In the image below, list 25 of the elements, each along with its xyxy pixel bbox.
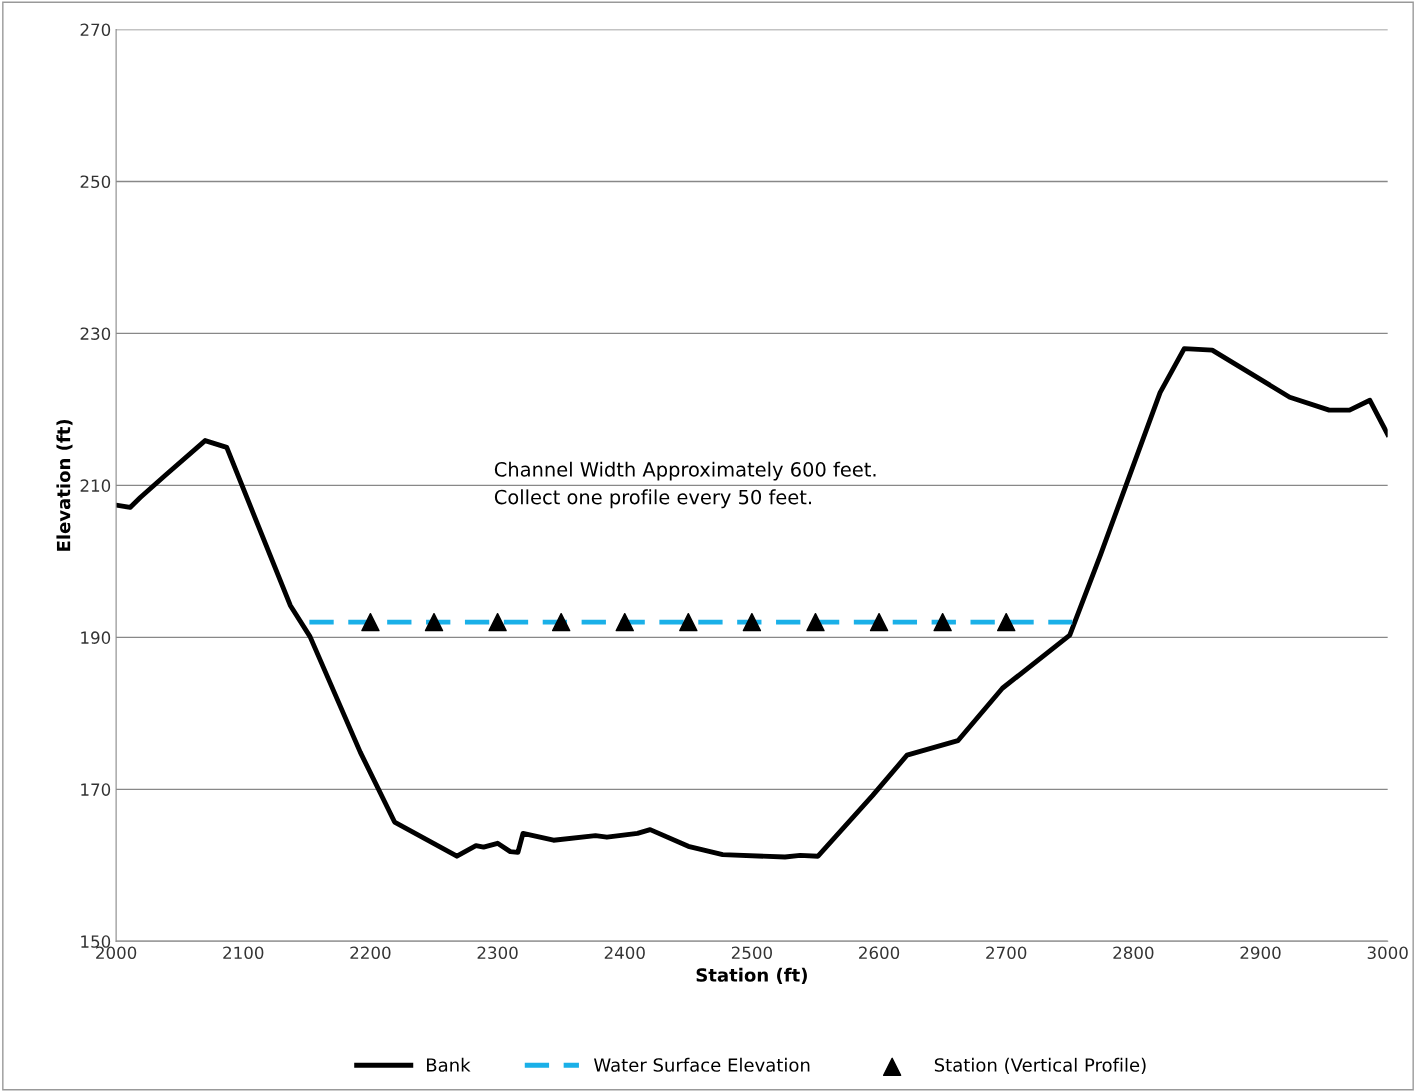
x-tick-label: 2000 bbox=[96, 946, 137, 960]
legend-label: Water Surface Elevation bbox=[593, 1057, 810, 1072]
legend-label: Bank bbox=[427, 1057, 471, 1072]
y-tick-label: 270 bbox=[80, 23, 111, 37]
x-tick-label: 2900 bbox=[1240, 946, 1281, 960]
x-axis-title: Station (ft) bbox=[696, 967, 807, 984]
y-axis-title: Elevation (ft) bbox=[56, 419, 73, 551]
y-tick-label: 250 bbox=[80, 175, 111, 189]
y-tick-label: 150 bbox=[81, 935, 111, 948]
x-tick-label: 2400 bbox=[604, 946, 645, 960]
x-tick-label: 2200 bbox=[350, 946, 391, 960]
y-tick-label: 190 bbox=[81, 631, 111, 644]
x-tick-label: 2300 bbox=[477, 946, 518, 960]
legend-label: Station (Vertical Profile) bbox=[934, 1057, 1146, 1074]
y-tick-label: 210 bbox=[80, 479, 111, 492]
x-tick-label: 2500 bbox=[731, 946, 772, 960]
x-tick-label: 3000 bbox=[1367, 946, 1408, 960]
y-tick-label: 230 bbox=[80, 327, 111, 340]
x-tick-label: 2600 bbox=[859, 946, 900, 960]
x-tick-label: 2700 bbox=[986, 946, 1027, 960]
annotation: Channel Width Approximately 600 feet. Collect one profile every 50 feet. bbox=[494, 461, 876, 509]
y-tick-label: 170 bbox=[81, 783, 111, 796]
x-tick-label: 2100 bbox=[223, 946, 264, 960]
x-tick-label: 2800 bbox=[1113, 946, 1154, 960]
line-series bbox=[116, 346, 1388, 860]
